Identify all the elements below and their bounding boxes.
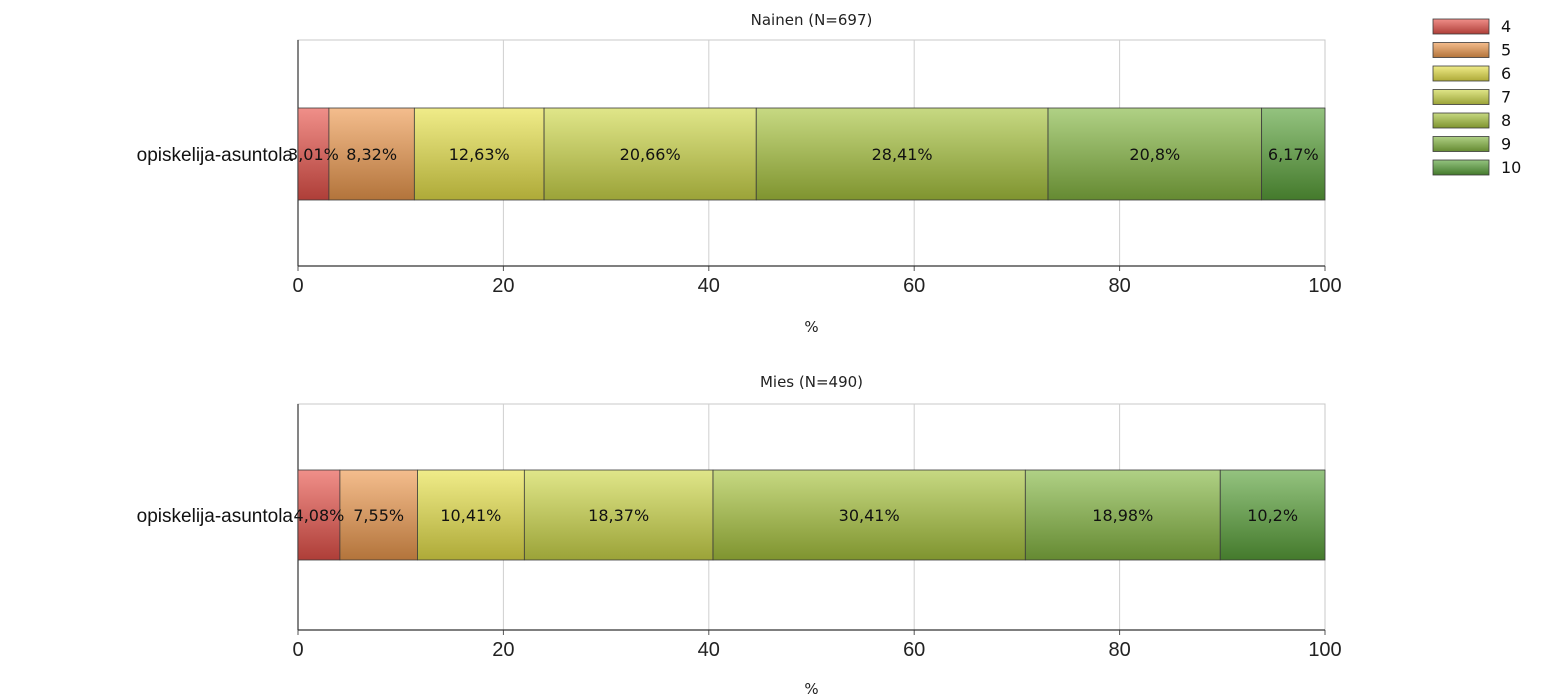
chart-title: Nainen (N=697) bbox=[751, 11, 873, 29]
legend-item-5: 5 bbox=[1432, 41, 1511, 60]
data-label: 20,66% bbox=[620, 145, 681, 164]
data-label: 12,63% bbox=[449, 145, 510, 164]
legend-item-6: 6 bbox=[1432, 64, 1511, 83]
bar-segment-4 bbox=[297, 107, 330, 201]
x-axis-label: % bbox=[804, 680, 818, 697]
legend-label: 7 bbox=[1501, 88, 1511, 107]
chart-title: Mies (N=490) bbox=[760, 373, 863, 391]
bar-segment-6 bbox=[417, 469, 525, 561]
x-tick-label: 40 bbox=[698, 275, 720, 297]
bar-segment-4 bbox=[297, 469, 341, 561]
bar-segment-9 bbox=[1024, 469, 1221, 561]
x-tick-label: 40 bbox=[698, 639, 720, 661]
legend-swatch bbox=[1432, 89, 1490, 105]
x-axis-label: % bbox=[804, 318, 818, 336]
legend-item-4: 4 bbox=[1432, 17, 1511, 36]
bar-segment-7 bbox=[523, 469, 714, 561]
x-tick-label: 80 bbox=[1108, 275, 1130, 297]
category-label: opiskelija-asuntola bbox=[137, 506, 294, 527]
x-tick-label: 20 bbox=[492, 275, 514, 297]
legend-swatch bbox=[1432, 65, 1490, 82]
bar-segment-6 bbox=[413, 107, 545, 201]
data-label: 30,41% bbox=[839, 506, 900, 525]
data-label: 7,55% bbox=[353, 506, 404, 525]
legend-item-10: 10 bbox=[1432, 158, 1521, 177]
data-label: 3,01% bbox=[288, 145, 339, 164]
legend-label: 9 bbox=[1501, 135, 1511, 154]
legend-label: 10 bbox=[1501, 158, 1521, 177]
data-label: 4,08% bbox=[294, 506, 345, 525]
legend: 4 5 6 7 8 9 10 bbox=[1432, 17, 1521, 177]
legend-swatch bbox=[1432, 18, 1490, 35]
bar-segment-8 bbox=[712, 469, 1026, 561]
bar-segment-9 bbox=[1047, 107, 1263, 201]
data-label: 18,98% bbox=[1092, 506, 1153, 525]
legend-item-8: 8 bbox=[1432, 111, 1511, 130]
data-label: 28,41% bbox=[872, 145, 933, 164]
legend-label: 5 bbox=[1501, 41, 1511, 60]
bar-segment-5 bbox=[328, 107, 415, 201]
bar-segment-5 bbox=[339, 469, 418, 561]
data-label: 10,41% bbox=[440, 506, 501, 525]
data-label: 10,2% bbox=[1247, 506, 1298, 525]
x-tick-label: 20 bbox=[492, 639, 514, 661]
x-tick-label: 60 bbox=[903, 275, 925, 297]
legend-swatch bbox=[1432, 112, 1490, 129]
legend-swatch bbox=[1432, 136, 1490, 152]
x-tick-label: 80 bbox=[1108, 639, 1130, 661]
data-label: 6,17% bbox=[1268, 145, 1319, 164]
x-tick-label: 60 bbox=[903, 639, 925, 661]
bar-segment-8 bbox=[755, 107, 1049, 201]
legend-label: 8 bbox=[1501, 111, 1511, 130]
data-label: 18,37% bbox=[588, 506, 649, 525]
legend-label: 4 bbox=[1501, 17, 1511, 36]
data-label: 20,8% bbox=[1129, 145, 1180, 164]
x-tick-label: 0 bbox=[292, 275, 303, 297]
data-label: 8,32% bbox=[346, 145, 397, 164]
bar-segment-7 bbox=[543, 107, 757, 201]
legend-swatch bbox=[1432, 42, 1490, 58]
chart-panel: Mies (N=490) 0 20 40 60 80 100 4,08% 7,55% 10,41%… bbox=[137, 373, 1342, 697]
legend-label: 6 bbox=[1501, 64, 1511, 83]
chart-panel: Nainen (N=697) 0 20 40 60 80 100 3,01% 8,32% 12,6… bbox=[137, 11, 1342, 336]
bar-segment-10 bbox=[1219, 469, 1326, 561]
category-label: opiskelija-asuntola bbox=[137, 145, 294, 166]
legend-item-9: 9 bbox=[1432, 135, 1511, 154]
x-tick-label: 100 bbox=[1308, 639, 1341, 661]
bar-segment-10 bbox=[1261, 107, 1326, 201]
x-tick-label: 0 bbox=[292, 639, 303, 661]
x-tick-label: 100 bbox=[1308, 275, 1341, 297]
legend-item-7: 7 bbox=[1432, 88, 1511, 107]
legend-swatch bbox=[1432, 159, 1490, 176]
